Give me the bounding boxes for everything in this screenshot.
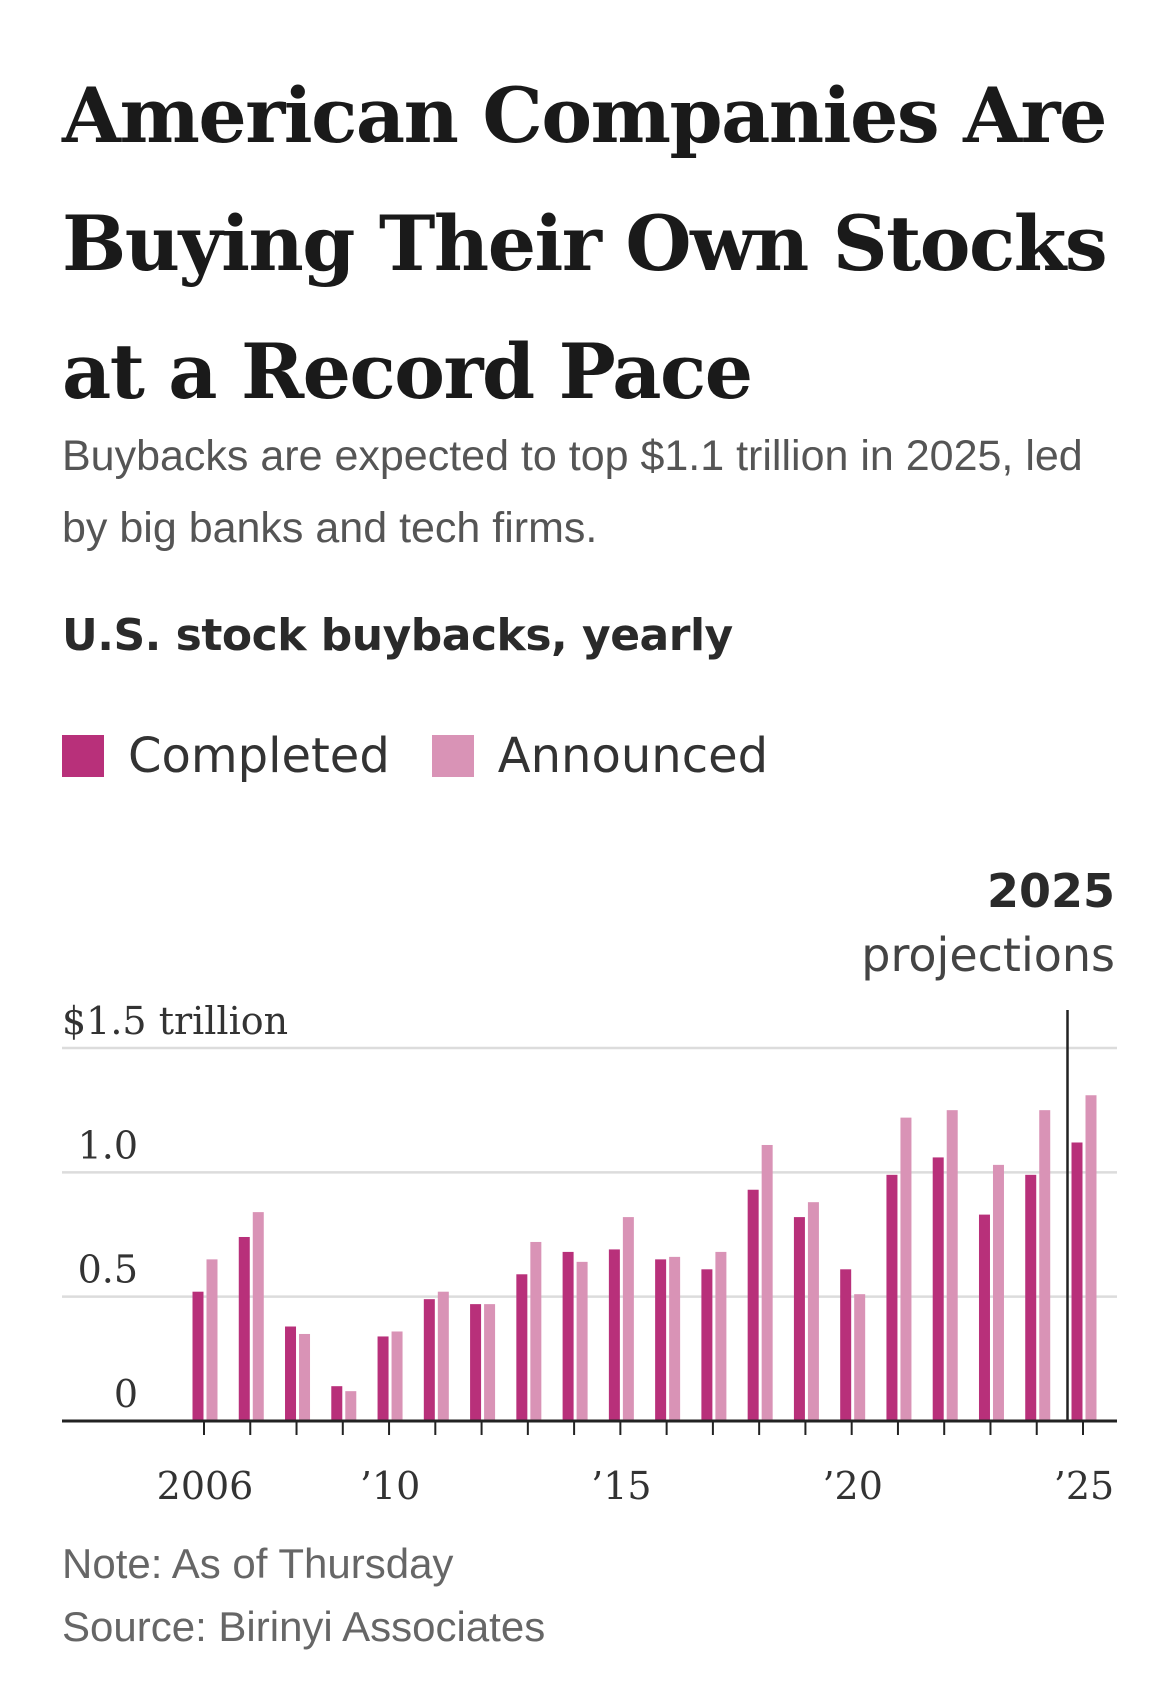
projection-annotation-year: 2025 (986, 864, 1115, 918)
bar-completed-2019 (793, 1217, 805, 1421)
bar-announced-2023 (992, 1164, 1004, 1421)
bar-completed-2015 (608, 1249, 620, 1421)
bar-completed-2018 (747, 1189, 759, 1421)
x-tick-label: ’25 (1054, 1464, 1114, 1508)
chart-legend: Completed Announced (62, 726, 810, 786)
y-tick-label: 1.0 (78, 1123, 138, 1167)
y-tick-label: 0 (114, 1372, 138, 1416)
bar-completed-2025 (1071, 1142, 1083, 1421)
bar-announced-2015 (622, 1217, 634, 1421)
chart-source: Source: Birinyi Associates (62, 1603, 546, 1650)
x-tick-label: ’10 (360, 1464, 420, 1508)
bar-announced-2019 (807, 1202, 819, 1421)
bar-announced-2010 (391, 1331, 403, 1421)
bar-completed-2013 (516, 1274, 528, 1421)
bar-completed-2024 (1025, 1174, 1037, 1421)
bar-completed-2022 (932, 1157, 944, 1421)
legend-item-announced: Announced (431, 728, 769, 784)
bar-completed-2008 (285, 1326, 297, 1421)
legend-swatch-announced (431, 735, 474, 777)
chart-note: Note: As of Thursday (62, 1540, 454, 1587)
bar-completed-2014 (562, 1251, 574, 1421)
bar-announced-2014 (576, 1261, 588, 1421)
bar-completed-2012 (470, 1304, 482, 1421)
bar-announced-2024 (1039, 1110, 1051, 1421)
bar-announced-2011 (437, 1291, 449, 1421)
bar-announced-2008 (299, 1333, 311, 1421)
legend-label-announced: Announced (497, 728, 769, 784)
legend-label-completed: Completed (128, 728, 390, 784)
bar-completed-2020 (840, 1269, 852, 1421)
bar-completed-2021 (886, 1174, 898, 1421)
bar-completed-2016 (655, 1259, 667, 1421)
projection-annotation-label: projections (861, 928, 1115, 982)
bar-announced-2013 (530, 1241, 542, 1421)
y-tick-label: $1.5 trillion (62, 999, 288, 1043)
legend-swatch-completed (62, 735, 104, 777)
legend-item-completed: Completed (62, 728, 390, 784)
bar-completed-2009 (331, 1386, 343, 1421)
bar-announced-2007 (252, 1212, 264, 1421)
bar-announced-2016 (669, 1256, 681, 1421)
y-tick-label: 0.5 (78, 1248, 138, 1292)
bar-completed-2011 (423, 1299, 435, 1421)
bar-announced-2006 (206, 1259, 218, 1421)
bar-announced-2021 (900, 1117, 912, 1421)
chart-headline: American Companies Are Buying Their Own … (62, 71, 1108, 416)
bar-announced-2025 (1085, 1095, 1097, 1421)
bar-announced-2022 (946, 1110, 958, 1421)
bar-announced-2017 (715, 1251, 727, 1421)
x-tick-label: ’20 (822, 1464, 882, 1508)
bar-announced-2009 (345, 1391, 357, 1421)
bar-announced-2018 (761, 1144, 773, 1421)
bar-announced-2012 (484, 1304, 496, 1421)
bar-completed-2017 (701, 1269, 713, 1421)
x-tick-label: ’15 (591, 1464, 651, 1508)
bar-completed-2010 (377, 1336, 389, 1421)
chart-subtitle: Buybacks are expected to top $1.1 trilli… (62, 432, 1083, 552)
bar-completed-2007 (238, 1236, 250, 1421)
bar-announced-2020 (854, 1294, 866, 1421)
x-tick-label: 2006 (157, 1464, 254, 1508)
bar-completed-2023 (978, 1214, 990, 1421)
bar-completed-2006 (192, 1291, 204, 1421)
chart-title: U.S. stock buybacks, yearly (62, 610, 733, 661)
